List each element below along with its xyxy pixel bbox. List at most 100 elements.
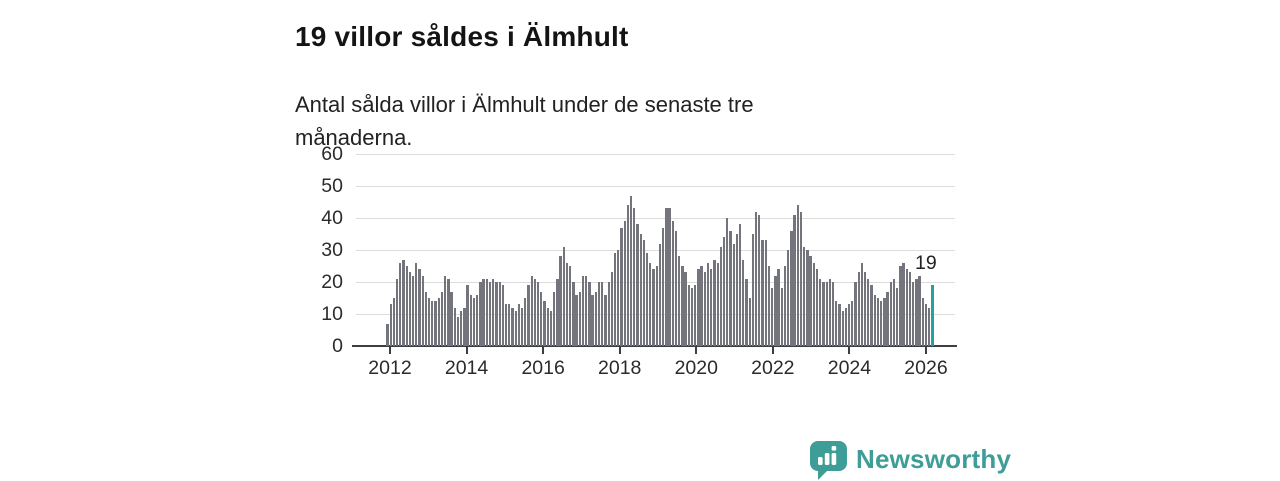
bar (553, 291, 556, 346)
newsworthy-logo-icon (810, 441, 847, 480)
bar (896, 288, 899, 346)
x-axis-tick (618, 347, 621, 354)
bar (796, 205, 799, 346)
bar (488, 282, 492, 346)
x-axis-tick (389, 347, 391, 354)
bar (738, 224, 742, 346)
bar (530, 275, 533, 346)
bar (694, 285, 697, 346)
x-axis-tick-label: 2012 (368, 357, 412, 379)
y-axis-tick-label: 60 (321, 143, 343, 165)
highlighted-bar (931, 285, 934, 346)
bar (921, 298, 924, 346)
bar (732, 243, 735, 346)
bar (822, 282, 825, 346)
bar (613, 253, 617, 346)
bar (469, 294, 472, 346)
bar (559, 256, 562, 346)
bar (626, 205, 630, 346)
bar (870, 285, 873, 346)
bar (690, 288, 694, 346)
bar (815, 269, 819, 346)
y-axis-tick-label: 10 (321, 303, 343, 325)
bar (508, 304, 511, 346)
gridline (355, 186, 955, 187)
bar (713, 259, 716, 346)
bar (851, 301, 854, 346)
bar (722, 237, 726, 346)
bar (662, 227, 665, 346)
bar (565, 262, 569, 346)
bar (575, 294, 578, 346)
bar (745, 278, 748, 346)
bar (511, 307, 514, 346)
bar (392, 298, 395, 346)
bar (726, 218, 729, 346)
gridline (355, 154, 955, 155)
bar (678, 256, 681, 346)
x-axis-tick (695, 347, 698, 354)
bar (594, 291, 597, 346)
bar (482, 278, 485, 346)
x-axis-tick-label: 2016 (521, 357, 565, 379)
y-axis-tick-label: 30 (321, 239, 343, 261)
bar (767, 266, 771, 346)
bar (517, 304, 521, 346)
bar (655, 266, 658, 346)
bar (652, 269, 655, 346)
bar (610, 272, 614, 346)
bar (633, 208, 636, 346)
bar (395, 278, 399, 346)
x-axis-tick (771, 347, 774, 354)
bar (687, 285, 690, 346)
x-axis-tick (848, 347, 851, 354)
bar (729, 230, 732, 346)
gridline (355, 218, 955, 219)
bar (601, 282, 604, 346)
x-axis-tick-label: 2020 (674, 357, 718, 379)
bar (604, 294, 607, 346)
bar (492, 278, 495, 346)
bar (883, 298, 886, 346)
y-axis-tick-label: 40 (321, 207, 343, 229)
y-axis-tick-label: 50 (321, 175, 343, 197)
bar (793, 214, 796, 346)
gridline (355, 250, 955, 251)
bar (440, 291, 444, 346)
bar (867, 278, 870, 346)
bar (880, 301, 883, 346)
bar (860, 262, 864, 346)
bar (774, 275, 777, 346)
bar (572, 282, 575, 346)
x-axis-tick (465, 347, 468, 354)
bar (847, 304, 851, 346)
bar (549, 310, 553, 346)
bar (819, 278, 822, 346)
bar (838, 304, 841, 346)
bar (716, 262, 719, 346)
bar (787, 250, 790, 346)
bar (928, 307, 931, 346)
bar (735, 234, 739, 346)
bar (873, 294, 876, 346)
page-title: 19 villor såldes i Älmhult (295, 20, 629, 52)
bar (908, 272, 912, 346)
bar (498, 282, 501, 346)
bar (556, 278, 559, 346)
bar (706, 262, 710, 346)
bar (524, 298, 527, 346)
bar (620, 227, 623, 346)
bar (629, 195, 633, 346)
bar (597, 282, 601, 346)
bar (835, 301, 838, 346)
bar (899, 266, 902, 346)
bar (585, 275, 588, 346)
bar (809, 256, 812, 346)
bar (408, 272, 412, 346)
bar (543, 301, 546, 346)
highlight-value-label: 19 (915, 252, 937, 274)
bar (485, 278, 488, 346)
bar (777, 269, 780, 346)
bar (742, 259, 745, 346)
bar (444, 275, 447, 346)
